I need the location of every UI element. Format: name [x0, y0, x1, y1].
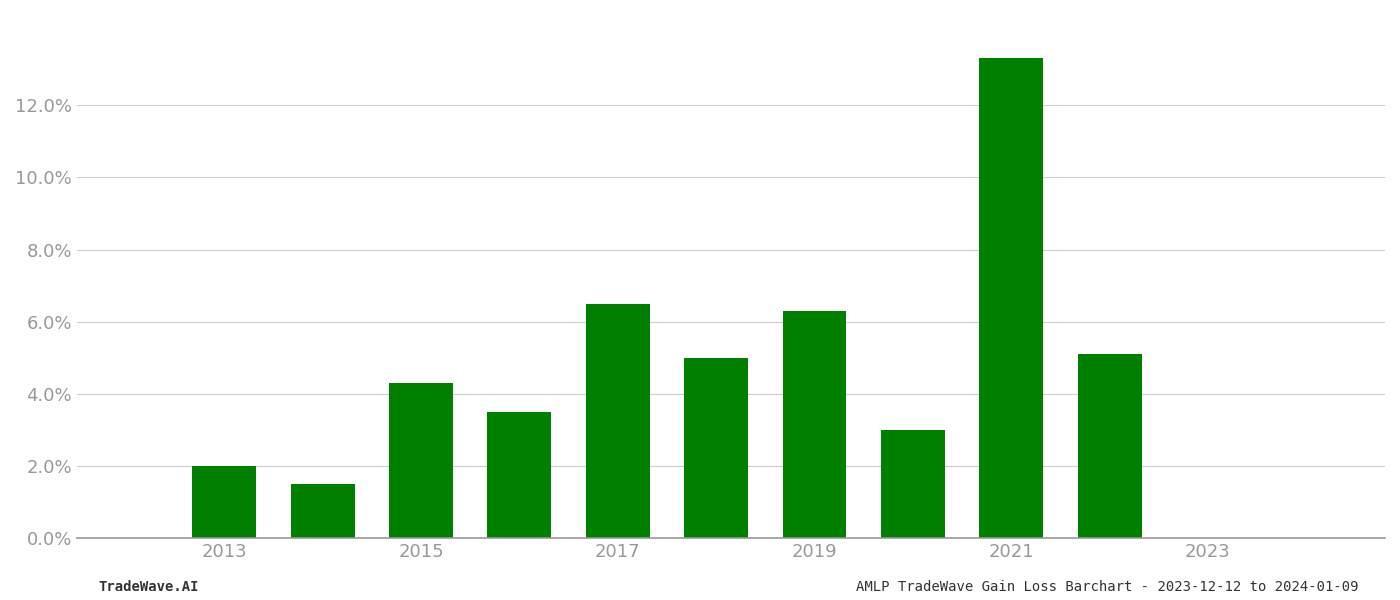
Bar	[585, 304, 650, 538]
Bar	[685, 358, 748, 538]
Bar	[192, 466, 256, 538]
Bar	[881, 430, 945, 538]
Text: AMLP TradeWave Gain Loss Barchart - 2023-12-12 to 2024-01-09: AMLP TradeWave Gain Loss Barchart - 2023…	[855, 580, 1358, 594]
Text: TradeWave.AI: TradeWave.AI	[98, 580, 199, 594]
Bar	[783, 311, 847, 538]
Bar	[389, 383, 454, 538]
Bar	[1078, 354, 1141, 538]
Bar	[979, 58, 1043, 538]
Bar	[291, 484, 354, 538]
Bar	[487, 412, 552, 538]
